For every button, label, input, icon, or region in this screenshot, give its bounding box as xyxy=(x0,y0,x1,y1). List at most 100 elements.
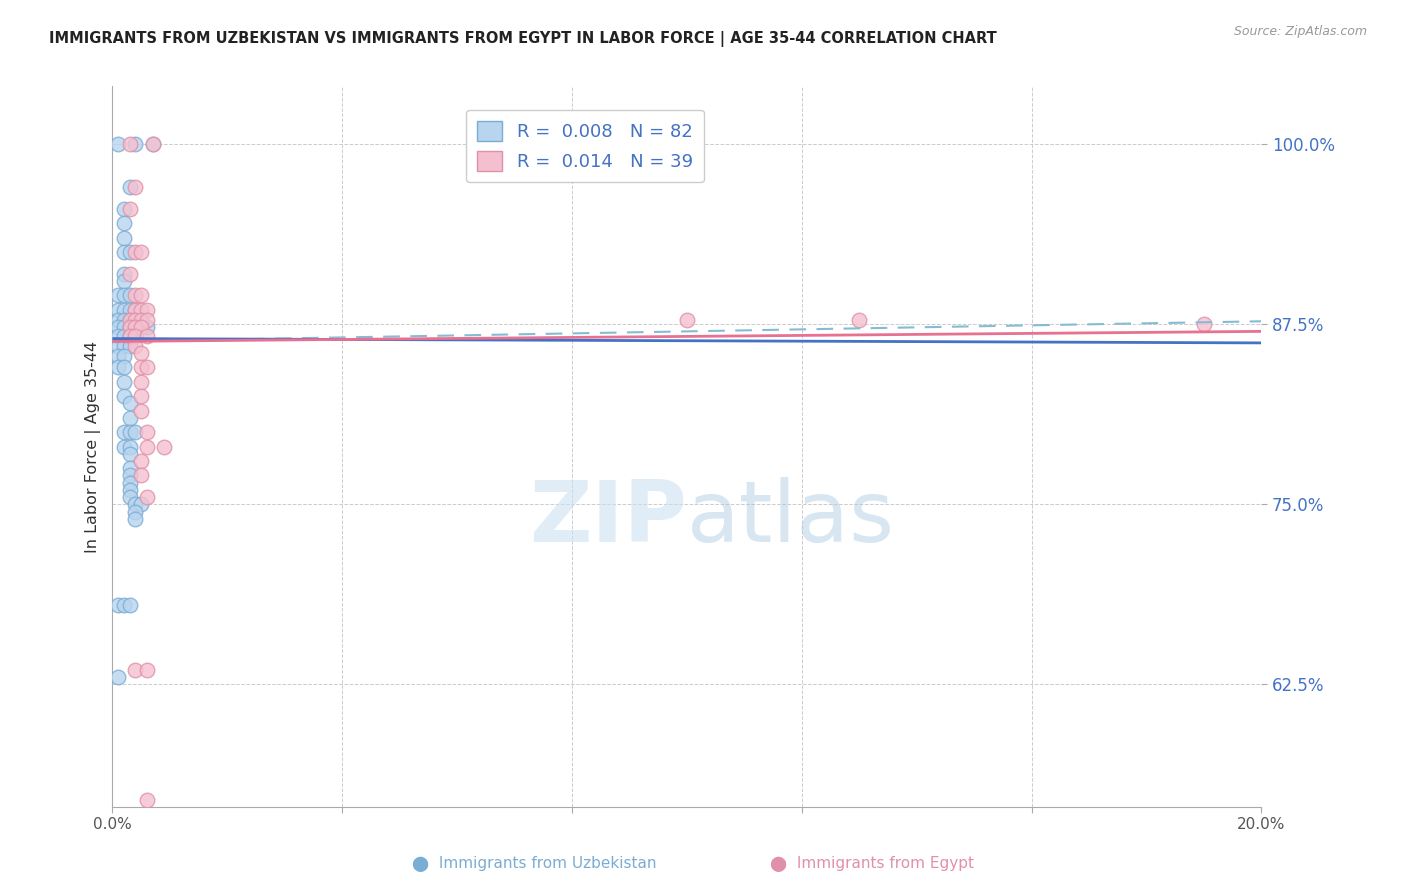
Point xyxy=(124,313,146,327)
Text: ZIP: ZIP xyxy=(529,477,688,560)
Point xyxy=(112,598,135,612)
Point xyxy=(124,339,146,353)
Text: ⬤  Immigrants from Egypt: ⬤ Immigrants from Egypt xyxy=(769,856,974,872)
Point xyxy=(112,216,135,230)
Point xyxy=(153,440,176,454)
Point xyxy=(129,320,152,334)
Point xyxy=(112,274,135,288)
Point xyxy=(107,339,129,353)
Point xyxy=(112,389,135,403)
Point xyxy=(112,288,135,302)
Point xyxy=(118,339,141,353)
Point xyxy=(129,454,152,468)
Point xyxy=(112,320,135,334)
Point xyxy=(112,440,135,454)
Point xyxy=(118,313,141,327)
Point xyxy=(135,793,157,807)
Y-axis label: In Labor Force | Age 35-44: In Labor Force | Age 35-44 xyxy=(86,341,101,553)
Point xyxy=(135,320,157,334)
Point xyxy=(118,447,141,461)
Point xyxy=(124,245,146,260)
Point xyxy=(676,313,699,327)
Point xyxy=(142,136,165,151)
Point xyxy=(118,302,141,317)
Point xyxy=(124,328,146,343)
Point xyxy=(118,328,141,343)
Point xyxy=(107,302,129,317)
Point xyxy=(129,375,152,389)
Point xyxy=(124,504,146,518)
Point xyxy=(112,267,135,281)
Point xyxy=(129,403,152,417)
Point xyxy=(112,202,135,216)
Point xyxy=(118,410,141,425)
Point xyxy=(112,425,135,440)
Point xyxy=(124,288,146,302)
Point xyxy=(118,320,141,334)
Point xyxy=(129,320,152,334)
Legend: R =  0.008   N = 82, R =  0.014   N = 39: R = 0.008 N = 82, R = 0.014 N = 39 xyxy=(467,110,703,182)
Point xyxy=(107,598,129,612)
Point xyxy=(107,670,129,684)
Point xyxy=(107,328,129,343)
Point xyxy=(107,288,129,302)
Point xyxy=(118,267,141,281)
Text: Source: ZipAtlas.com: Source: ZipAtlas.com xyxy=(1233,25,1367,38)
Text: atlas: atlas xyxy=(688,477,894,560)
Point xyxy=(124,497,146,511)
Point xyxy=(124,320,146,334)
Point xyxy=(135,425,157,440)
Point xyxy=(118,425,141,440)
Point xyxy=(135,490,157,504)
Point xyxy=(135,360,157,375)
Point xyxy=(112,313,135,327)
Point xyxy=(112,328,135,343)
Point xyxy=(118,440,141,454)
Point xyxy=(118,245,141,260)
Point xyxy=(118,490,141,504)
Point xyxy=(118,136,141,151)
Point xyxy=(118,320,141,334)
Text: IMMIGRANTS FROM UZBEKISTAN VS IMMIGRANTS FROM EGYPT IN LABOR FORCE | AGE 35-44 C: IMMIGRANTS FROM UZBEKISTAN VS IMMIGRANTS… xyxy=(49,31,997,47)
Point xyxy=(118,180,141,194)
Text: ⬤  Immigrants from Uzbekistan: ⬤ Immigrants from Uzbekistan xyxy=(412,856,657,872)
Point xyxy=(112,360,135,375)
Point xyxy=(118,483,141,497)
Point xyxy=(118,313,141,327)
Point xyxy=(112,375,135,389)
Point xyxy=(129,288,152,302)
Point xyxy=(129,346,152,360)
Point xyxy=(124,512,146,526)
Point xyxy=(135,328,157,343)
Point xyxy=(129,245,152,260)
Point xyxy=(1192,317,1215,331)
Point xyxy=(142,136,165,151)
Point xyxy=(112,245,135,260)
Point xyxy=(118,288,141,302)
Point xyxy=(129,468,152,483)
Point xyxy=(112,230,135,244)
Point xyxy=(129,497,152,511)
Point xyxy=(124,136,146,151)
Point xyxy=(124,313,146,327)
Point xyxy=(107,136,129,151)
Point xyxy=(118,396,141,410)
Point xyxy=(112,339,135,353)
Point xyxy=(129,302,152,317)
Point xyxy=(124,328,146,343)
Point xyxy=(848,313,870,327)
Point xyxy=(124,302,146,317)
Point xyxy=(129,313,152,327)
Point xyxy=(112,302,135,317)
Point xyxy=(118,328,141,343)
Point xyxy=(112,349,135,363)
Point xyxy=(124,320,146,334)
Point xyxy=(129,313,152,327)
Point xyxy=(135,302,157,317)
Point xyxy=(118,461,141,475)
Point xyxy=(129,360,152,375)
Point xyxy=(135,663,157,677)
Point xyxy=(124,425,146,440)
Point xyxy=(118,468,141,483)
Point xyxy=(129,389,152,403)
